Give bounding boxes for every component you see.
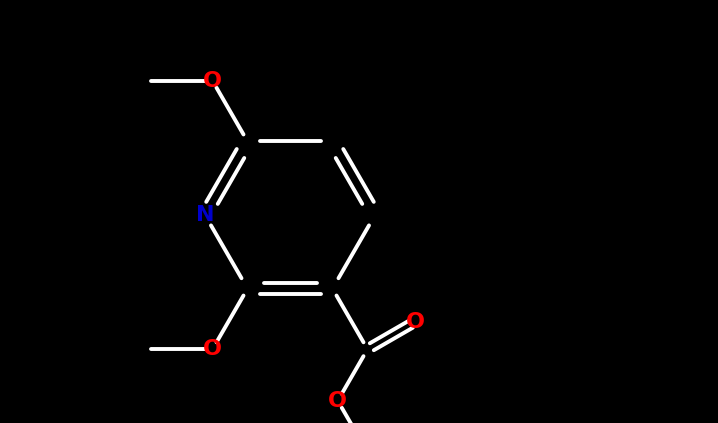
Text: O: O: [203, 339, 222, 359]
Text: O: O: [328, 391, 348, 411]
Text: O: O: [203, 71, 222, 91]
Text: O: O: [406, 312, 424, 332]
Text: N: N: [196, 205, 214, 225]
